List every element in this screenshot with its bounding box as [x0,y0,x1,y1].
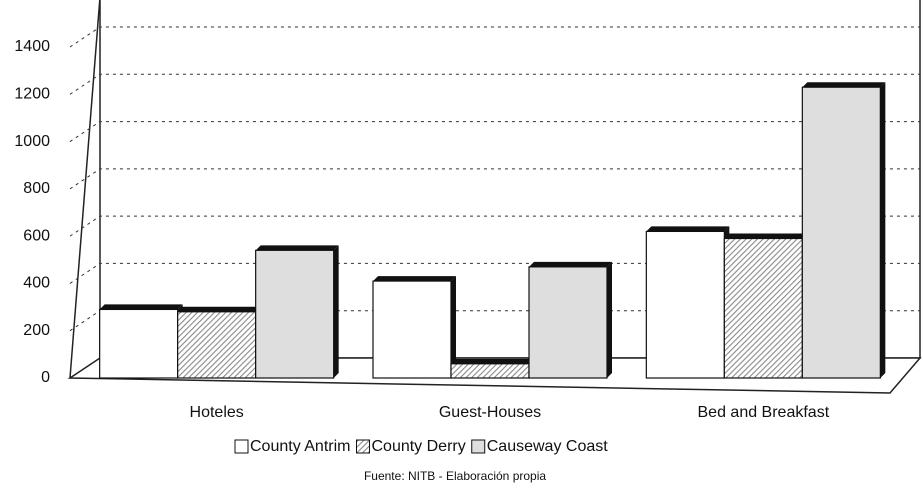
bar [801,82,886,379]
legend-label: Causeway Coast [487,438,609,455]
bar-side [880,82,886,378]
x-tick-label: Hoteles [190,404,244,421]
legend-label: County Antrim [250,438,350,455]
bar [645,226,730,379]
y-tick-label: 1200 [14,86,50,103]
legend-label: County Derry [371,438,465,455]
bar [723,233,808,379]
x-tick-label: Guest-Houses [439,404,541,421]
bar-side [333,245,339,378]
bar [177,306,261,379]
legend-swatch [471,439,486,454]
legend-swatch [234,439,249,454]
y-tick-label: 600 [23,227,50,244]
y-tick-label: 400 [23,275,50,292]
bar-front [723,237,803,379]
bar-front [255,249,335,379]
bar-side [451,276,456,378]
y-tick-label: 1400 [14,38,50,55]
bar-side [607,261,612,378]
y-tick-label: 800 [23,180,50,197]
bar [99,304,183,379]
grid-line [69,26,920,48]
bar-top [177,306,261,312]
bar-top [255,245,339,251]
bar [372,276,456,379]
bar-front [177,311,257,379]
grid-line [69,73,920,95]
bar-top [451,358,534,364]
bar-front [801,86,881,379]
bar-front [645,230,725,379]
grid-line [69,168,920,190]
legend-swatch [355,439,370,454]
x-tick-label: Bed and Breakfast [698,404,830,421]
y-tick-label: 0 [41,369,50,386]
y-tick-label: 1000 [14,133,50,150]
bar-front [99,308,179,379]
bar [450,358,534,379]
bar-top [802,82,886,88]
y-tick-label: 200 [23,322,50,339]
bar-top [99,304,183,310]
left-edge [69,0,101,379]
grid-line [69,215,920,237]
bar-front [450,363,530,379]
bar-top [724,233,808,239]
bar [528,261,612,379]
bar [255,245,339,379]
bar-top [529,261,612,267]
grid-line [69,121,920,142]
bar-top [646,226,730,232]
bar-front [372,280,452,379]
source-note: Fuente: NITB - Elaboración propia [364,469,546,483]
bar-top [373,276,456,282]
bar-front [528,266,608,379]
